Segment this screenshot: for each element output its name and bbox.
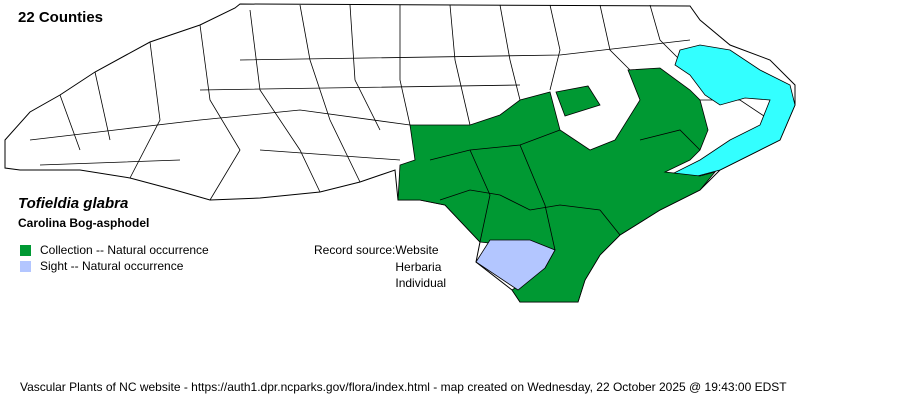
common-name: Carolina Bog-asphodel	[18, 216, 150, 230]
collection-county-borders	[429, 129, 701, 251]
legend-label: Collection -- Natural occurrence	[40, 243, 209, 257]
record-source-value: Website	[395, 243, 439, 257]
collection-counties	[397, 67, 717, 303]
legend-item-collection: Collection -- Natural occurrence	[20, 243, 209, 257]
legend-swatch	[20, 244, 31, 256]
collection-county-isolated	[555, 85, 601, 117]
record-source-value: Herbaria	[395, 259, 442, 274]
record-source-label: Record source:	[314, 243, 396, 257]
legend-item-sight: Sight -- Natural occurrence	[20, 259, 183, 273]
sight-county	[475, 239, 556, 291]
record-source-value: Individual	[395, 276, 447, 290]
county-count: 22 Counties	[18, 9, 104, 26]
county-borders	[29, 4, 771, 201]
legend-swatch	[20, 260, 31, 272]
scientific-name: Tofieldia glabra	[18, 195, 129, 212]
record-source: Record source: Website Herbaria Individu…	[314, 242, 446, 292]
footer-credit: Vascular Plants of NC website - https://…	[20, 380, 787, 394]
legend-label: Sight -- Natural occurrence	[40, 259, 184, 273]
